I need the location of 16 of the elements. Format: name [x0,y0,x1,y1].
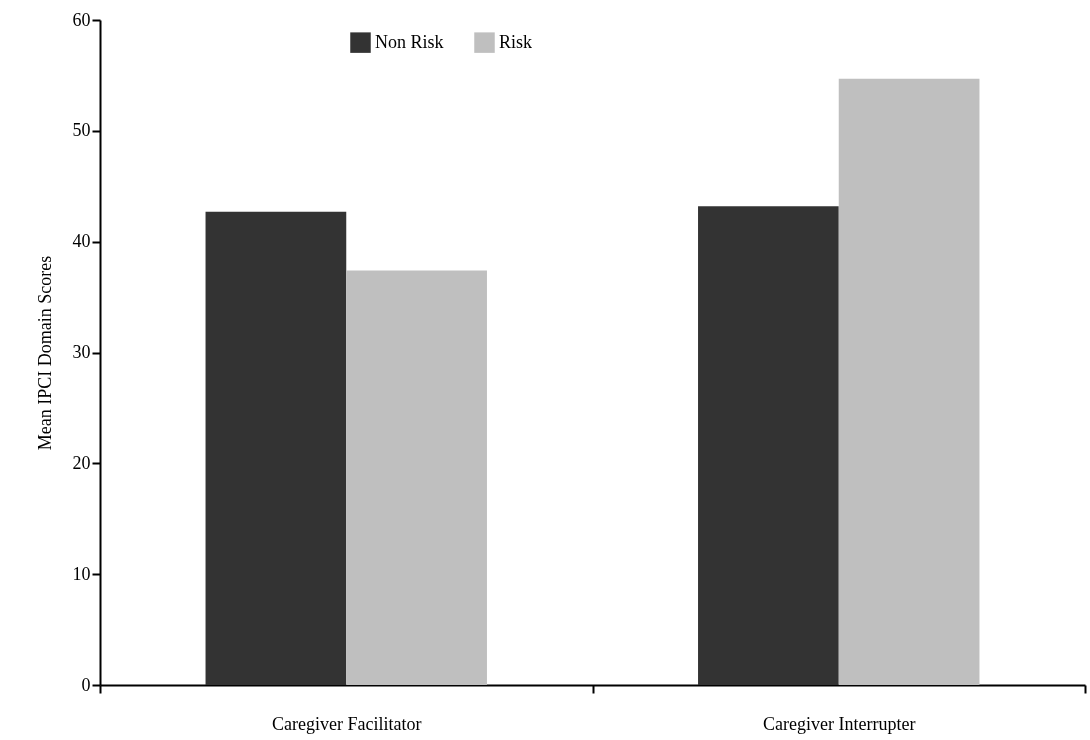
y-axis-title: Mean IPCI Domain Scores [34,255,55,451]
y-tick-label: 30 [72,342,91,362]
bar [346,270,487,685]
bar [205,211,347,685]
y-tick-label: 10 [72,563,91,584]
legend-label: Non Risk [375,31,444,52]
bar [698,206,839,685]
y-tick-label: 20 [72,452,91,473]
y-tick-label: 50 [72,120,91,141]
legend-label: Risk [499,31,533,52]
y-tick-label: 40 [72,231,91,252]
x-tick-label: Caregiver Facilitator [272,713,422,734]
y-tick-label: 0 [81,674,91,695]
x-tick-label: Caregiver Interrupter [763,713,916,734]
bar [838,78,980,685]
y-tick-label: 60 [72,9,91,30]
